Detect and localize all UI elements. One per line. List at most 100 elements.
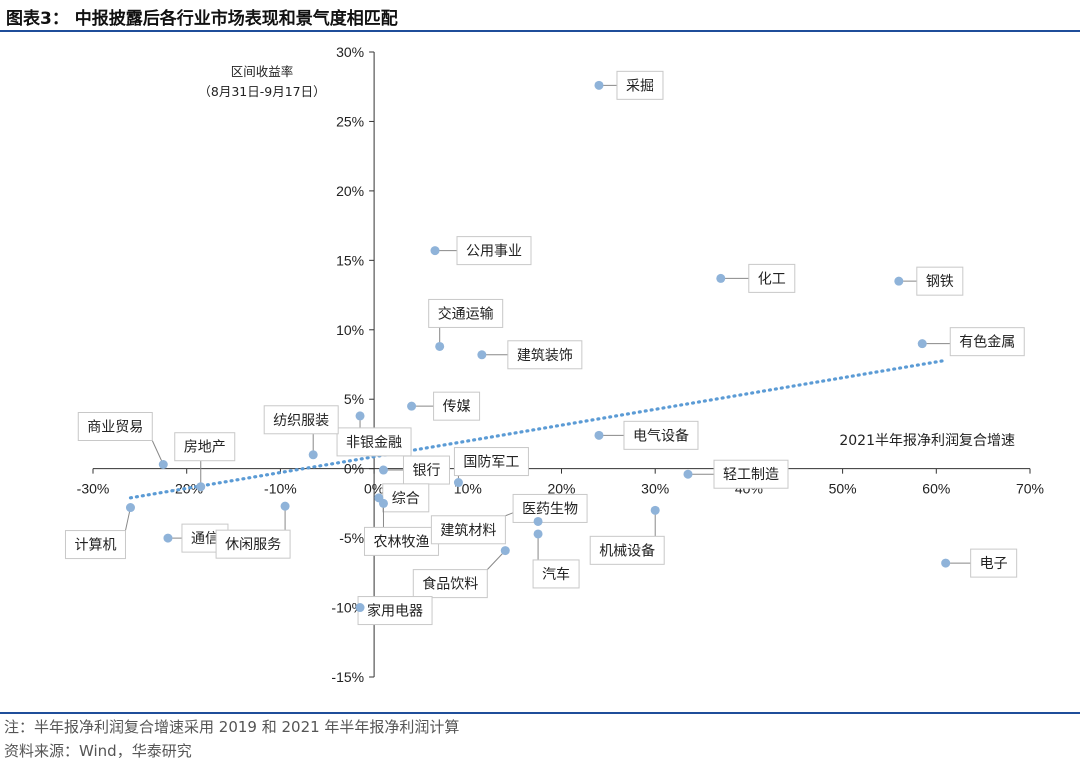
x-tick-label: 30% bbox=[641, 481, 669, 497]
y-tick-label: 15% bbox=[336, 252, 364, 268]
trend-line bbox=[128, 358, 948, 500]
label-box bbox=[412, 569, 488, 599]
x-tick-label: 50% bbox=[829, 481, 857, 497]
label-box bbox=[616, 70, 664, 100]
label-box bbox=[357, 596, 433, 626]
point-label: 纺织服装 bbox=[273, 413, 329, 429]
point-label: 化工 bbox=[758, 271, 786, 287]
x-axis-title: 2021半年报净利润复合增速 bbox=[839, 432, 1015, 449]
point-label: 采掘 bbox=[626, 78, 654, 94]
data-point bbox=[533, 529, 543, 539]
x-tick-label: -30% bbox=[77, 481, 110, 497]
point-label: 公用事业 bbox=[466, 244, 522, 260]
bottom-rule bbox=[0, 712, 1080, 714]
y-axis-subtitle: （8月31日-9月17日） bbox=[198, 84, 325, 99]
label-box bbox=[970, 548, 1018, 578]
point-label: 建筑材料 bbox=[440, 523, 496, 539]
point-label: 交通运输 bbox=[438, 305, 494, 322]
x-tick-label: 0% bbox=[364, 481, 384, 497]
label-box bbox=[623, 420, 699, 450]
label-box bbox=[453, 447, 529, 477]
label-box bbox=[532, 559, 580, 589]
data-point bbox=[378, 465, 388, 475]
data-point bbox=[683, 469, 693, 479]
x-tick-label: 60% bbox=[922, 481, 950, 497]
point-label: 通信 bbox=[191, 531, 219, 547]
data-point bbox=[355, 603, 365, 613]
label-box bbox=[363, 526, 439, 556]
label-box bbox=[748, 263, 796, 293]
point-label: 计算机 bbox=[74, 538, 116, 554]
point-label: 非银金融 bbox=[346, 435, 402, 451]
data-point bbox=[453, 478, 463, 488]
label-box bbox=[215, 529, 291, 559]
point-label: 有色金属 bbox=[959, 334, 1015, 351]
x-tick-label: 70% bbox=[1016, 481, 1044, 497]
top-rule bbox=[0, 30, 1080, 32]
data-point bbox=[158, 460, 168, 469]
source-note: 资料来源：Wind，华泰研究 bbox=[4, 742, 192, 760]
y-tick-label: 20% bbox=[336, 183, 364, 199]
y-axis-title: 区间收益率 bbox=[231, 64, 294, 79]
data-point bbox=[594, 430, 604, 440]
point-label: 传媒 bbox=[443, 399, 471, 415]
label-box bbox=[916, 266, 964, 296]
label-box bbox=[589, 535, 665, 565]
point-label: 房地产 bbox=[184, 440, 226, 456]
y-tick-label: -15% bbox=[331, 669, 364, 685]
data-point bbox=[163, 533, 173, 543]
data-point bbox=[894, 276, 904, 286]
point-label: 钢铁 bbox=[926, 274, 954, 290]
label-box bbox=[433, 391, 481, 421]
point-label: 国防军工 bbox=[463, 455, 519, 471]
point-label: 农林牧渔 bbox=[373, 534, 429, 550]
label-box bbox=[428, 298, 504, 328]
data-point bbox=[477, 350, 487, 360]
y-tick-label: 25% bbox=[336, 113, 364, 129]
x-tick-label: -10% bbox=[264, 481, 297, 497]
point-label: 轻工制造 bbox=[723, 467, 779, 483]
data-point bbox=[941, 558, 951, 568]
label-box bbox=[713, 459, 789, 489]
label-box bbox=[336, 427, 412, 457]
y-tick-label: 0% bbox=[344, 461, 364, 477]
y-tick-label: -10% bbox=[331, 600, 364, 616]
label-box bbox=[263, 405, 339, 435]
point-label: 银行 bbox=[412, 463, 440, 479]
data-point bbox=[125, 503, 135, 513]
data-point bbox=[407, 401, 417, 411]
label-box bbox=[456, 236, 532, 266]
point-label: 电气设备 bbox=[633, 427, 689, 444]
data-point bbox=[196, 482, 206, 492]
label-box bbox=[174, 432, 236, 462]
point-label: 综合 bbox=[392, 491, 420, 507]
data-point bbox=[280, 501, 290, 511]
data-point bbox=[378, 498, 388, 508]
data-point bbox=[355, 411, 365, 421]
data-point bbox=[308, 450, 318, 460]
scatter-chart: -30%-20%-10%0%10%20%30%40%50%60%70%-15%-… bbox=[64, 44, 1044, 685]
label-box bbox=[64, 530, 126, 560]
label-box bbox=[507, 340, 583, 370]
y-tick-label: 30% bbox=[336, 44, 364, 60]
data-point bbox=[650, 505, 660, 515]
label-box bbox=[430, 515, 506, 545]
label-box bbox=[77, 412, 153, 441]
point-label: 机械设备 bbox=[599, 542, 655, 559]
figure-title: 图表3： 中报披露后各行业市场表现和景气度相匹配 bbox=[6, 9, 398, 29]
label-box bbox=[512, 493, 588, 523]
label-box bbox=[382, 483, 430, 513]
y-tick-label: -5% bbox=[339, 530, 364, 546]
point-label: 商业贸易 bbox=[87, 420, 143, 436]
label-box bbox=[949, 327, 1025, 357]
data-point bbox=[594, 80, 604, 90]
data-point bbox=[435, 341, 445, 351]
point-label: 电子 bbox=[980, 556, 1008, 572]
point-label: 家用电器 bbox=[367, 603, 423, 620]
footnote: 注：半年报净利润复合增速采用 2019 和 2021 年半年报净利润计算 bbox=[4, 718, 460, 736]
point-label: 医药生物 bbox=[522, 501, 578, 517]
point-label: 休闲服务 bbox=[225, 537, 281, 553]
point-label: 食品饮料 bbox=[422, 576, 478, 593]
y-tick-label: 10% bbox=[336, 322, 364, 338]
data-point bbox=[500, 546, 510, 556]
